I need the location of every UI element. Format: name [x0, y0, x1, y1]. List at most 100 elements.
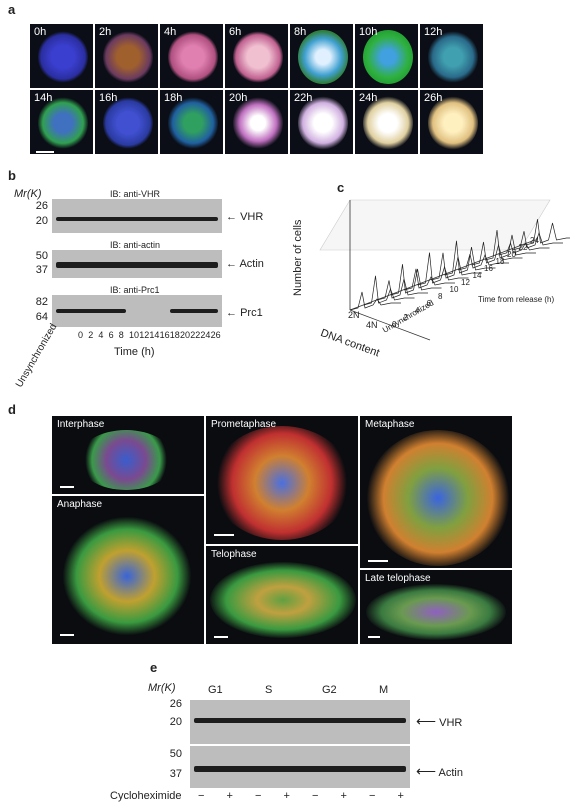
- micrograph-anaphase-label: Anaphase: [57, 499, 103, 510]
- time-tick: 20: [507, 250, 516, 259]
- histogram-trace: [525, 219, 570, 246]
- time-tick: 24: [530, 236, 539, 245]
- timepoint-label: 12h: [424, 26, 443, 38]
- blot-prc1: [52, 295, 222, 327]
- panel-c-label: c: [337, 180, 345, 195]
- lane-label: 22: [190, 330, 201, 340]
- histogram-trace: [457, 253, 509, 271]
- blot-actin-protein-label: ← Actin: [226, 258, 264, 270]
- blot-vhr-protein-label: ← VHR: [226, 211, 264, 223]
- timepoint-tile: 12h: [420, 24, 483, 88]
- lane-label: 4: [98, 330, 104, 340]
- timepoint-tile: 20h: [225, 90, 288, 154]
- cell-cycle-phase-label: G2: [322, 684, 337, 696]
- panel-c-tick-4n: 4N: [366, 320, 378, 330]
- panel-a-label: a: [8, 2, 16, 17]
- panel-b-xlabel: Time (h): [114, 346, 155, 358]
- timepoint-label: 24h: [359, 92, 378, 104]
- micrograph-prometaphase-label: Prometaphase: [211, 419, 277, 430]
- panel-e-mr-label: Mr(K): [148, 682, 176, 694]
- timepoint-tile: 14h: [30, 90, 93, 154]
- micrograph-telophase: Telophase: [206, 546, 358, 644]
- panel-e-vhr-label: ⟵ VHR: [416, 713, 463, 729]
- micrograph-interphase-label: Interphase: [57, 419, 105, 430]
- histogram-trace: [511, 231, 563, 251]
- panel-e-actin-label: ⟵ Actin: [416, 763, 463, 779]
- micrograph-telophase-label: Telophase: [211, 549, 257, 560]
- time-tick: 4: [415, 306, 420, 315]
- histogram-trace: [444, 240, 496, 276]
- time-tick: 10: [449, 285, 459, 294]
- lane-label: 0: [78, 330, 84, 340]
- micrograph-prometaphase: Prometaphase: [206, 416, 358, 544]
- timepoint-tile: 6h: [225, 24, 288, 88]
- lane-label: 24: [200, 330, 211, 340]
- treatment-sign: −: [312, 790, 319, 802]
- panel-c-histogram-3d: [319, 199, 570, 341]
- timepoint-label: 6h: [229, 26, 242, 38]
- timepoint-tile: 18h: [160, 90, 223, 154]
- lane-label: 12: [139, 330, 150, 340]
- treatment-sign: +: [283, 790, 290, 802]
- histogram-trace: [417, 252, 469, 286]
- timepoint-label: 20h: [229, 92, 248, 104]
- time-tick: 2: [403, 313, 408, 322]
- histogram-trace: [430, 252, 482, 281]
- timepoint-tile: 22h: [290, 90, 353, 154]
- histogram-trace: [390, 264, 442, 296]
- cell-cycle-phase-label: M: [379, 684, 389, 696]
- histogram-trace: [349, 291, 401, 311]
- time-tick: 0: [392, 320, 397, 329]
- panel-e-marker-50: 50: [169, 748, 182, 760]
- lane-label: 14: [149, 330, 160, 340]
- micrograph-interphase: Interphase: [52, 416, 204, 494]
- timepoint-label: 10h: [359, 26, 378, 38]
- time-tick: 14: [472, 271, 482, 280]
- panel-b-unsync-label: Unsynchronized: [14, 321, 60, 390]
- treatment-sign: +: [397, 790, 404, 802]
- panel-e-marker-26: 26: [169, 698, 182, 710]
- timepoint-tile: 8h: [290, 24, 353, 88]
- panel-b-mr-label: Mr(K): [14, 188, 42, 200]
- blot-prc1-ib-label: IB: anti-Prc1: [110, 285, 160, 295]
- panel-c-tick-2n: 2N: [348, 310, 360, 320]
- time-tick: 12: [461, 278, 470, 287]
- histogram-trace: [471, 241, 523, 266]
- timepoint-tile: 4h: [160, 24, 223, 88]
- histogram-trace: [363, 275, 415, 306]
- timepoint-tile: 2h: [95, 24, 158, 88]
- panel-e-marker-20: 20: [169, 716, 182, 728]
- treatment-sign: +: [340, 790, 347, 802]
- micrograph-late-telophase-label: Late telophase: [365, 573, 431, 584]
- blot-actin-marker-37: 37: [35, 264, 48, 276]
- cell-cycle-phase-label: S: [265, 684, 273, 696]
- treatment-sign: −: [369, 790, 376, 802]
- micrograph-anaphase: Anaphase: [52, 496, 204, 644]
- lane-label: 10: [129, 330, 140, 340]
- time-tick: 16: [484, 264, 493, 273]
- timepoint-tile: 26h: [420, 90, 483, 154]
- timepoint-label: 22h: [294, 92, 313, 104]
- panel-c-ylabel: Number of cells: [292, 219, 304, 296]
- timepoint-tile: 0h: [30, 24, 93, 88]
- timepoint-label: 14h: [34, 92, 53, 104]
- timepoint-label: 4h: [164, 26, 177, 38]
- blot-vhr-marker-26: 26: [35, 200, 48, 212]
- lane-label: 8: [118, 330, 124, 340]
- blot-vhr: [52, 199, 222, 233]
- panel-e-label: e: [150, 660, 158, 675]
- lane-label: 6: [108, 330, 114, 340]
- lane-label: 2: [88, 330, 94, 340]
- timepoint-label: 8h: [294, 26, 307, 38]
- blot-actin-ib-label: IB: anti-actin: [110, 240, 161, 250]
- blot-vhr-marker-20: 20: [35, 215, 48, 227]
- blot-prc1-marker-64: 64: [35, 311, 48, 323]
- time-tick: 6: [426, 299, 431, 308]
- panel-d-label: d: [8, 402, 16, 417]
- blot-actin-marker-50: 50: [35, 250, 48, 262]
- timepoint-label: 18h: [164, 92, 183, 104]
- timepoint-label: 0h: [34, 26, 47, 38]
- blot-prc1-marker-82: 82: [35, 296, 48, 308]
- blot-actin: [52, 250, 222, 278]
- micrograph-metaphase: Metaphase: [360, 416, 512, 568]
